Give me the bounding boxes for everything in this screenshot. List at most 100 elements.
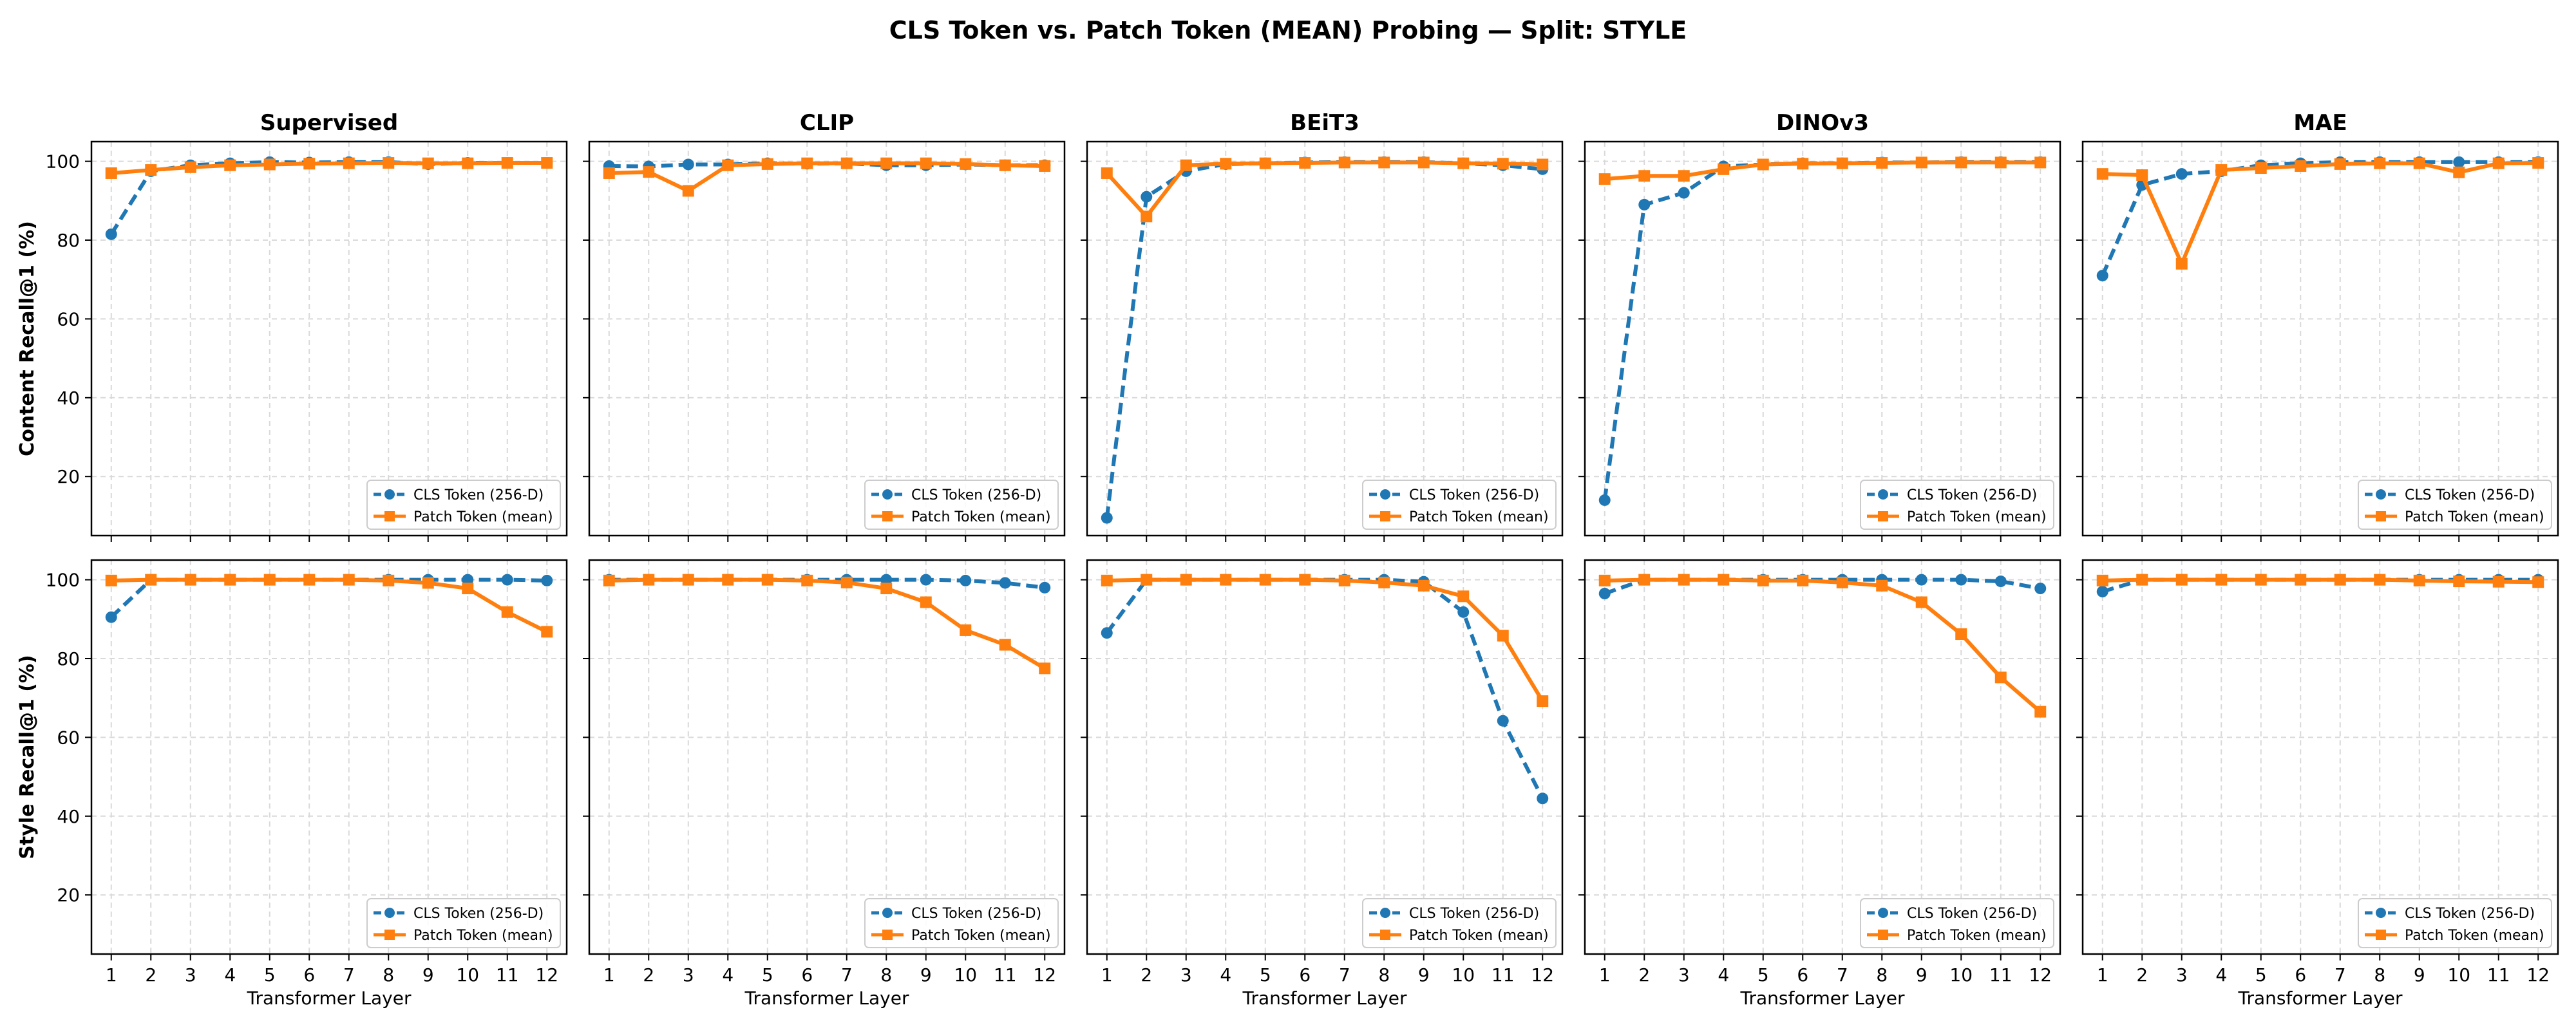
x-tick-label: 4: [1718, 964, 1729, 986]
panel-content-beit3: BEiT3 CLS Token (256-D) Patch Token (mean): [1081, 110, 1564, 542]
figure-title: CLS Token vs. Patch Token (MEAN) Probing…: [889, 16, 1687, 44]
x-tick-label: 7: [343, 964, 355, 986]
x-tick-label: 10: [1452, 964, 1475, 986]
point-patch: [541, 626, 553, 638]
point-patch: [1836, 157, 1848, 169]
legend: CLS Token (256-D) Patch Token (mean): [2358, 898, 2552, 948]
point-patch: [643, 574, 655, 586]
point-patch: [722, 159, 734, 171]
point-patch: [1141, 211, 1153, 223]
point-cls: [1955, 574, 1967, 586]
panel-title: BEiT3: [1290, 110, 1359, 136]
point-patch: [1141, 574, 1153, 586]
point-patch: [999, 639, 1011, 651]
point-patch: [184, 574, 196, 586]
x-tick-label: 9: [1418, 964, 1430, 986]
point-patch: [105, 574, 117, 586]
panel-title: Supervised: [260, 110, 398, 136]
point-cls: [682, 158, 694, 171]
x-tick-label: 4: [2215, 964, 2227, 986]
point-patch: [105, 167, 117, 179]
series-line-cls: [2101, 160, 2539, 277]
point-patch: [501, 606, 513, 618]
y-tick-label: 80: [57, 230, 80, 251]
x-tick-label: 10: [2447, 964, 2470, 986]
x-tick-label: 5: [762, 964, 773, 986]
point-patch: [1259, 157, 1271, 169]
point-cls: [1101, 512, 1113, 524]
series-line-patch: [2102, 577, 2539, 585]
legend: CLS Token (256-D) Patch Token (mean): [864, 480, 1059, 530]
x-tick-label: 2: [643, 964, 654, 986]
point-patch: [1915, 156, 1927, 169]
x-tick-label: 2: [1638, 964, 1650, 986]
point-patch: [2175, 574, 2188, 586]
legend-marker-patch: [1380, 511, 1390, 521]
point-patch: [1836, 576, 1848, 588]
series-line-patch: [1105, 160, 1543, 219]
legend-marker-patch: [384, 930, 395, 940]
point-patch: [1757, 574, 1769, 586]
legend-marker-cls: [384, 908, 395, 918]
series-line-patch: [1106, 577, 1544, 702]
legend-label: Patch Token (mean): [1907, 509, 2047, 525]
point-cls: [1638, 198, 1651, 211]
panel-title: CLIP: [800, 110, 854, 136]
point-patch: [343, 574, 355, 586]
point-patch: [761, 158, 773, 170]
legend-label: CLS Token (256-D): [911, 487, 1041, 503]
y-tick-label: 100: [46, 570, 80, 591]
point-patch: [2492, 157, 2505, 169]
point-cls: [541, 574, 553, 586]
point-patch: [263, 574, 276, 586]
legend: CLS Token (256-D) Patch Token (mean): [366, 480, 561, 530]
legend-label: Patch Token (mean): [911, 509, 1051, 525]
point-patch: [2034, 156, 2047, 169]
legend-label: CLS Token (256-D): [1907, 487, 2037, 503]
legend-marker-cls: [384, 489, 395, 500]
point-cls: [1497, 715, 1509, 727]
point-patch: [462, 583, 474, 595]
point-patch: [2136, 169, 2148, 182]
legend-box: [1362, 480, 1557, 530]
x-axis-label: Transformer Layer: [247, 988, 412, 1009]
x-tick-label: 9: [422, 964, 434, 986]
legend-label: CLS Token (256-D): [1409, 487, 1539, 503]
point-cls: [1598, 494, 1611, 506]
legend-marker-cls: [882, 908, 893, 918]
legend-box: [2358, 898, 2552, 948]
x-tick-label: 8: [383, 964, 394, 986]
legend-box: [366, 480, 561, 530]
x-tick-label: 6: [2295, 964, 2306, 986]
legend-marker-cls: [882, 489, 893, 500]
point-patch: [2295, 160, 2307, 172]
legend-label: CLS Token (256-D): [2405, 906, 2535, 922]
point-cls: [920, 574, 932, 586]
point-patch: [1638, 170, 1651, 182]
point-patch: [224, 574, 236, 586]
x-tick-label: 5: [1757, 964, 1769, 986]
x-tick-label: 12: [535, 964, 558, 986]
legend-marker-cls: [1878, 908, 1888, 918]
legend-label: CLS Token (256-D): [1907, 906, 2037, 922]
point-patch: [920, 157, 932, 169]
y-tick-label: 20: [57, 885, 80, 906]
point-patch: [462, 157, 474, 169]
point-patch: [145, 574, 157, 586]
point-patch: [603, 167, 615, 179]
point-patch: [2215, 574, 2228, 586]
x-tick-label: 11: [1492, 964, 1515, 986]
point-cls: [1141, 191, 1153, 203]
x-tick-label: 3: [2176, 964, 2188, 986]
point-patch: [1598, 173, 1611, 185]
x-tick-label: 7: [1837, 964, 1848, 986]
x-tick-label: 1: [1101, 964, 1113, 986]
x-tick-label: 4: [722, 964, 734, 986]
legend-label: CLS Token (256-D): [911, 906, 1041, 922]
y-tick-label: 80: [57, 648, 80, 670]
point-patch: [2136, 574, 2148, 586]
panel-content-supervised: 20 40 60 80 100 Supervised CLS Token (256-D) Pa…: [46, 110, 568, 542]
point-patch: [303, 574, 316, 586]
